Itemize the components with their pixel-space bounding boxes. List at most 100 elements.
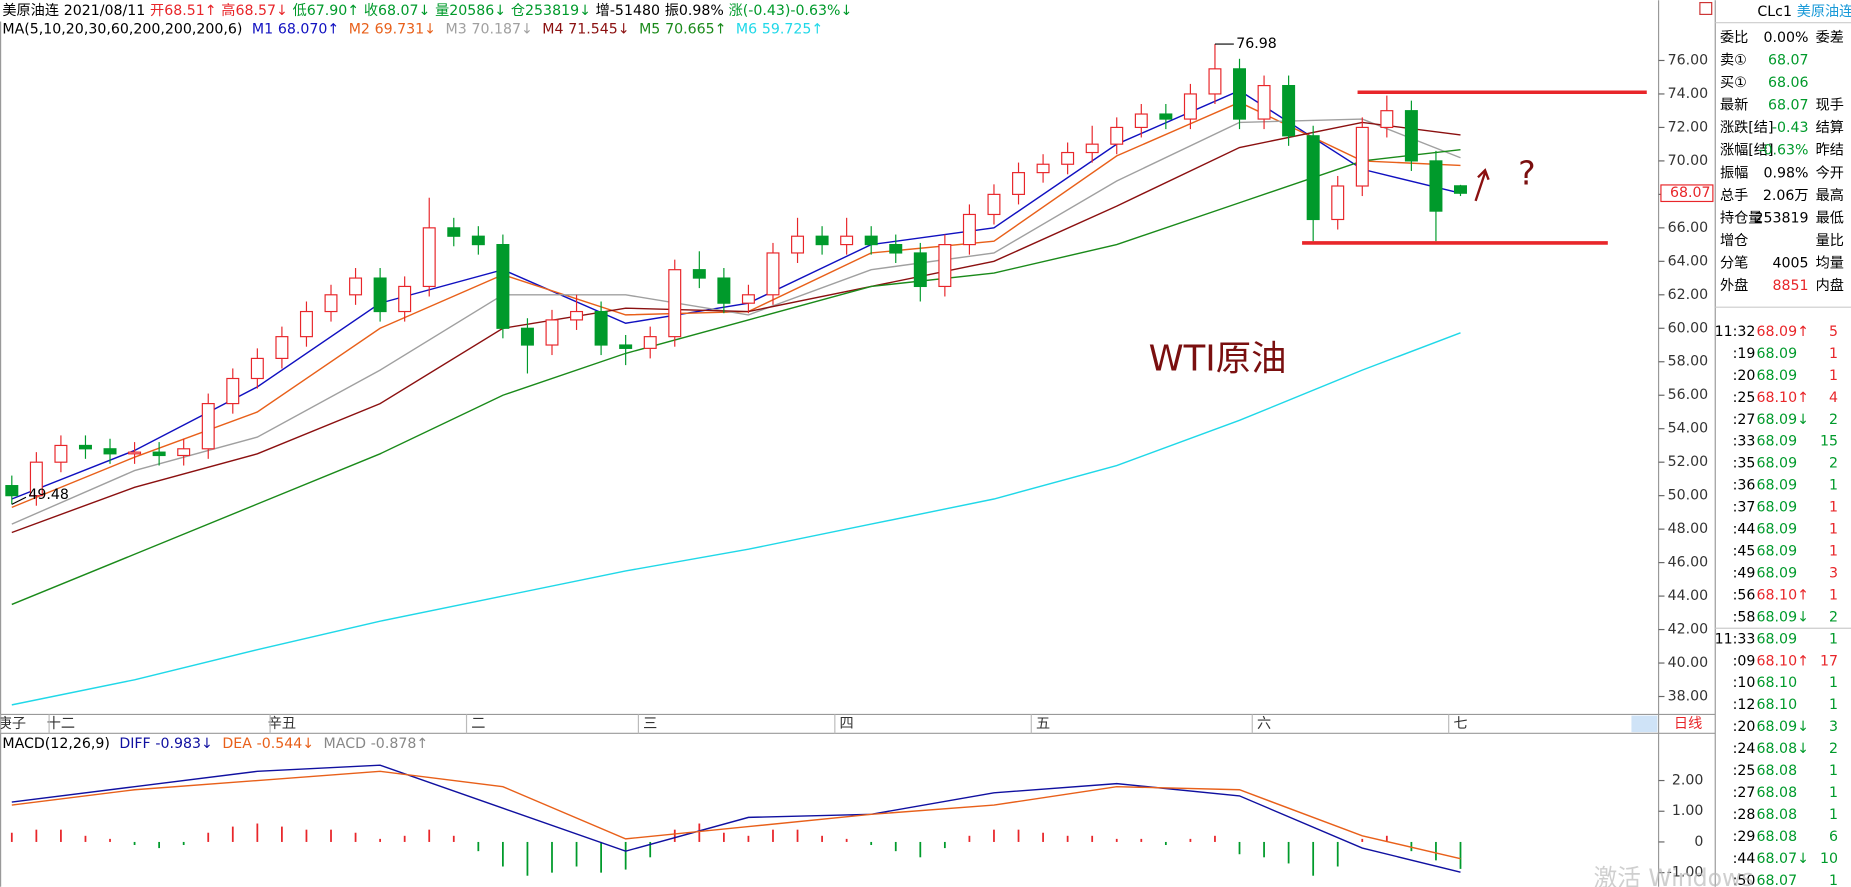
candle-body [520, 327, 534, 346]
candle-body [496, 244, 510, 329]
candle-body [226, 377, 240, 405]
x-tick-label: 三 [643, 716, 657, 732]
trade-time: :19 [1733, 346, 1756, 362]
x-tick-label: 七 [1453, 716, 1467, 732]
candle-body [668, 269, 682, 338]
trade-volume: 6 [1829, 829, 1838, 845]
y-tick-label: 44.00 [1668, 588, 1709, 604]
trade-volume: 1 [1829, 631, 1838, 647]
candle-body [1454, 185, 1467, 194]
trade-price: 68.10↑ [1757, 390, 1809, 406]
chart-title: WTI原油 [1149, 338, 1287, 379]
trade-price: 68.09 [1757, 565, 1798, 581]
quote-label: 买① [1720, 75, 1747, 91]
trade-price: 68.09 [1757, 522, 1798, 538]
trade-price: 68.09↓ [1757, 609, 1809, 625]
trade-volume: 5 [1829, 324, 1838, 340]
trade-price: 68.10 [1757, 697, 1798, 713]
trade-volume: 1 [1829, 807, 1838, 823]
trade-price: 68.09 [1757, 368, 1798, 384]
macd-line [11, 764, 1461, 873]
y-tick-label: 40.00 [1668, 655, 1709, 671]
candle-body [250, 357, 264, 380]
quote-label: 涨幅[结] [1720, 143, 1774, 159]
candle-body [643, 336, 657, 349]
macd-legend-name: DEA [222, 736, 252, 752]
quote-value: 0.00% [1764, 30, 1809, 46]
last-price-label: 68.07 [1670, 185, 1711, 201]
up-arrow [1474, 168, 1490, 202]
header-item: 振0.98% [665, 3, 724, 19]
header-item: 涨(-0.43)-0.63%↓ [729, 3, 853, 19]
candle-body [815, 235, 829, 246]
ma-legend-name: M2 [349, 22, 370, 38]
trade-time: :44 [1733, 851, 1756, 867]
macd-legend-title: MACD(12,26,9) [2, 736, 110, 752]
candle-body [1233, 68, 1247, 120]
y-tick-label: 46.00 [1668, 555, 1709, 571]
trade-price: 68.09 [1757, 478, 1798, 494]
candle-body [103, 448, 117, 455]
candle-body [889, 244, 903, 254]
y-tick-label: 38.00 [1668, 689, 1709, 705]
header-item: 美原油连 [2, 3, 59, 19]
quote-value: 8851 [1772, 278, 1808, 294]
ma-legend-value: 70.187↓ [471, 22, 532, 38]
trade-time: :45 [1733, 544, 1756, 560]
quote-value: 4005 [1772, 255, 1808, 271]
x-tick-label: 庚子 [0, 716, 26, 732]
trade-price: 68.09 [1757, 631, 1798, 647]
trade-time: :37 [1733, 500, 1756, 516]
period-label: 日线 [1674, 716, 1702, 732]
trade-time: :33 [1733, 434, 1756, 450]
trade-time: :50 [1733, 873, 1756, 887]
candle-body [766, 252, 780, 296]
ma-legend-title: MA(5,10,20,30,60,200,200,200,6) [2, 22, 242, 38]
high-label: 76.98 [1236, 36, 1277, 52]
y-tick-label: 52.00 [1668, 454, 1709, 470]
quote-right-label: 最低 [1816, 210, 1844, 226]
quote-right-label: 结算 [1816, 120, 1844, 136]
quote-value: -0.43 [1772, 120, 1809, 136]
quote-right-label: 今开 [1816, 165, 1844, 181]
x-tick-label: 六 [1257, 716, 1271, 732]
quote-value: -0.63% [1758, 143, 1808, 159]
trade-time: :12 [1733, 697, 1756, 713]
ma-legend-name: M1 [252, 22, 273, 38]
trade-price: 68.09↑ [1757, 324, 1809, 340]
trade-price: 68.08 [1757, 807, 1798, 823]
candle-body [398, 285, 412, 313]
trade-time: :24 [1733, 741, 1756, 757]
window-icon[interactable] [1699, 1, 1713, 15]
trade-time: :44 [1733, 522, 1756, 538]
trade-time: :28 [1733, 807, 1756, 823]
instrument-name: 美原油连 [1797, 4, 1851, 20]
trade-time: :49 [1733, 565, 1756, 581]
candle-body [1331, 185, 1345, 221]
trade-volume: 1 [1829, 873, 1838, 887]
candle-body [78, 444, 92, 450]
scroll-bar[interactable] [1631, 715, 1658, 733]
quote-right-label: 委差 [1816, 30, 1844, 46]
trade-time: :56 [1733, 587, 1756, 603]
candle-body [128, 451, 142, 455]
candle-body [913, 252, 927, 288]
quote-label: 振幅 [1720, 165, 1748, 181]
header-item: 高68.57↓ [221, 2, 288, 19]
trade-volume: 2 [1829, 456, 1838, 472]
header-item: 2021/08/11 [64, 3, 146, 19]
candle-body [987, 193, 1001, 216]
candle-body [717, 277, 731, 304]
quote-label: 总手 [1720, 188, 1748, 204]
quote-label: 涨跌[结] [1720, 120, 1774, 136]
trade-time: :09 [1733, 653, 1756, 669]
trade-volume: 1 [1829, 785, 1838, 801]
trade-price: 68.10↑ [1757, 653, 1809, 669]
trade-volume: 2 [1829, 741, 1838, 757]
trade-volume: 1 [1829, 500, 1838, 516]
trade-time: 11:33 [1715, 631, 1756, 647]
trade-price: 68.09 [1757, 346, 1798, 362]
quote-label: 分笔 [1720, 255, 1748, 271]
macd-legend-value: -0.983↓ [155, 736, 212, 752]
ma-legend-name: M5 [639, 22, 660, 38]
